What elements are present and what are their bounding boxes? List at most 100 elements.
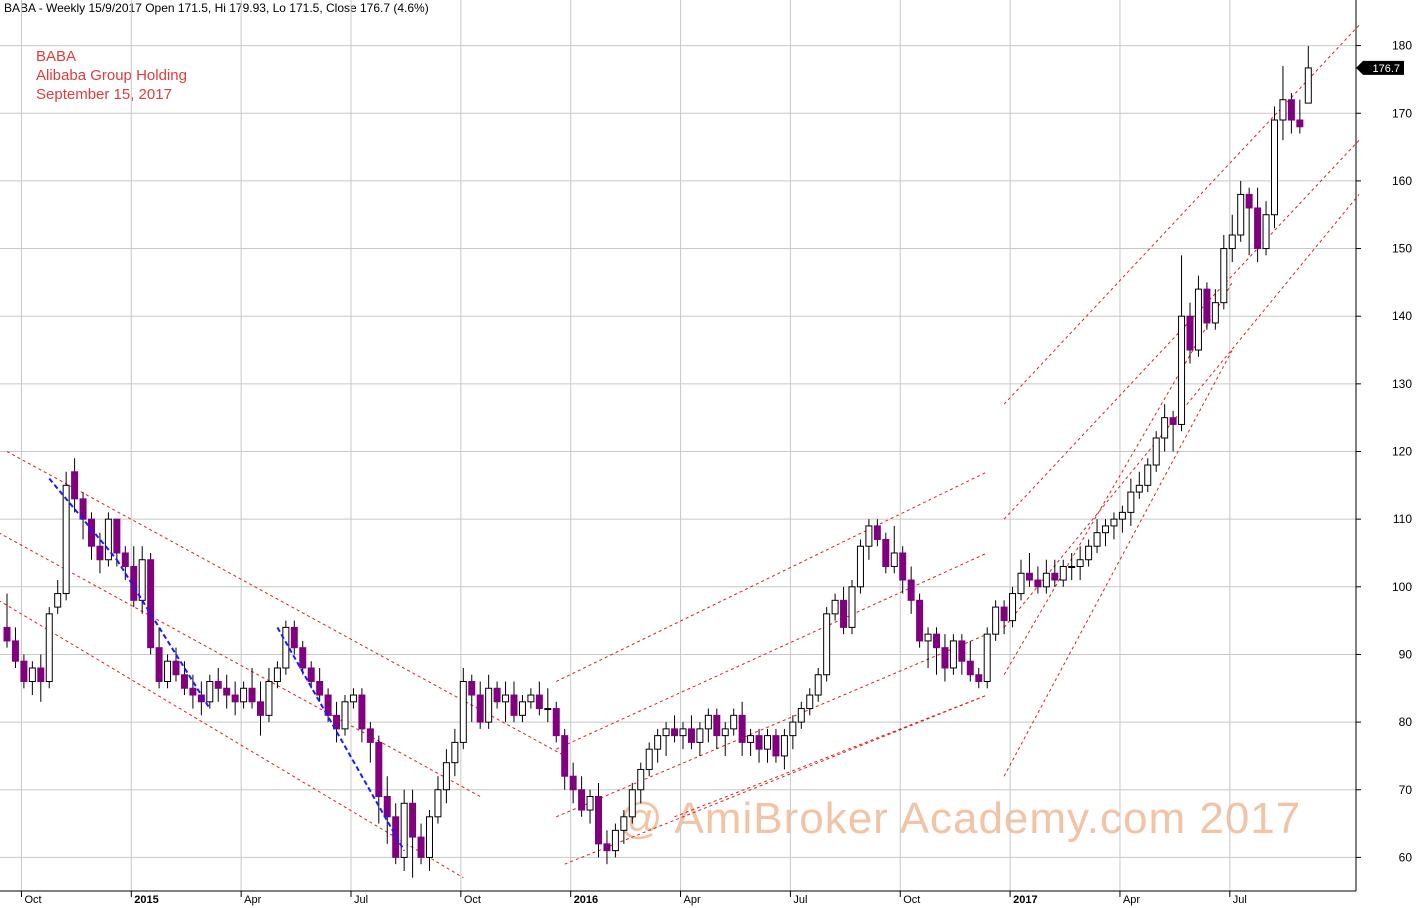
candle-down (687, 728, 695, 743)
candle-down (916, 599, 924, 642)
candle-up (1161, 417, 1169, 439)
y-tick-label: 170 (1392, 106, 1412, 120)
y-tick-label: 70 (1399, 783, 1413, 797)
candle-down (958, 640, 966, 662)
candle-up (1304, 67, 1312, 104)
candle-down (552, 708, 560, 737)
candle-down (172, 660, 180, 676)
candle-up (890, 552, 898, 568)
candle-down (375, 741, 383, 798)
candle-up (1152, 437, 1160, 466)
candle-down (738, 714, 746, 743)
y-tick-label: 130 (1392, 377, 1412, 391)
candle-down (603, 843, 611, 852)
last-price-label: 176.7 (1372, 63, 1400, 75)
candle-up (730, 714, 738, 730)
candle-down (358, 694, 366, 730)
x-tick-label: Jul (793, 894, 807, 906)
candle-down (37, 667, 45, 683)
candle-down (189, 687, 197, 696)
candle-up (1042, 572, 1050, 588)
candle-up (442, 762, 450, 791)
candle-up (273, 667, 281, 683)
candle-up (831, 599, 839, 615)
y-tick-label: 100 (1392, 580, 1412, 594)
candle-down (713, 714, 721, 737)
candle-up (544, 708, 552, 711)
candle-down (535, 694, 543, 710)
candle-down (493, 687, 501, 703)
candle-down (180, 674, 188, 689)
candle-up (45, 613, 53, 683)
annotation-date: September 15, 2017 (36, 86, 172, 103)
candle-up (1093, 532, 1101, 547)
x-tick-label: Apr (244, 894, 261, 906)
candle-up (645, 748, 653, 770)
candle-up (1228, 234, 1236, 250)
channel-line (0, 600, 464, 879)
channel-line (556, 633, 988, 818)
candle-down (88, 518, 95, 547)
candle-down (223, 687, 231, 696)
candle-up (1262, 214, 1270, 250)
x-tick-label: Apr (684, 894, 701, 906)
candle-down (975, 674, 983, 683)
y-tick-label: 180 (1392, 39, 1412, 53)
candle-down (1245, 193, 1253, 209)
candle-up (1110, 518, 1118, 527)
candle-up (747, 735, 755, 743)
candle-up (527, 694, 535, 703)
candle-down (1254, 207, 1262, 250)
candle-down (899, 552, 907, 581)
candle-up (721, 728, 729, 737)
candle-down (933, 633, 940, 649)
channel-line (564, 694, 988, 865)
candle-up (426, 816, 433, 858)
candle-up (1144, 464, 1152, 486)
candle-down (257, 701, 264, 716)
trend-line (116, 559, 211, 710)
candle-down (595, 796, 602, 845)
trend-line (276, 626, 406, 852)
candle-up (164, 660, 172, 683)
candle-down (1051, 572, 1059, 581)
candle-up (949, 640, 957, 669)
candle-down (316, 681, 324, 696)
candle-down (147, 559, 155, 649)
candle-down (121, 552, 129, 568)
candle-down (155, 647, 163, 683)
candle-down (96, 545, 104, 561)
annotation-company: Alibaba Group Holding (36, 67, 187, 84)
candle-up (240, 687, 248, 703)
candle-down (671, 728, 679, 737)
candle-up (696, 728, 704, 743)
x-tick-label: 2015 (134, 894, 158, 906)
candle-up (780, 735, 788, 757)
candle-up (400, 802, 408, 858)
candle-up (349, 694, 357, 703)
candle-up (1237, 193, 1245, 236)
candle-down (510, 694, 518, 716)
candle-up (865, 525, 873, 547)
chart-header: BABA - Weekly 15/9/2017 Open 171.5, Hi 1… (4, 1, 429, 15)
candle-down (214, 681, 222, 689)
annotation-ticker: BABA (36, 48, 77, 65)
candle-down (290, 626, 298, 649)
candle-up (434, 789, 442, 818)
candle-up (518, 701, 526, 716)
channel-line (1003, 282, 1233, 675)
candle-up (206, 681, 214, 703)
candle-down (11, 640, 19, 662)
candle-up (54, 593, 62, 608)
y-tick-label: 160 (1392, 174, 1412, 188)
candle-down (755, 735, 763, 750)
candle-down (561, 735, 569, 777)
candle-down (907, 579, 915, 601)
candle-down (417, 836, 425, 858)
channel-line (674, 694, 988, 818)
candle-up (1271, 119, 1278, 216)
candle-up (62, 484, 70, 595)
candle-down (578, 789, 586, 811)
candle-up (138, 559, 146, 601)
